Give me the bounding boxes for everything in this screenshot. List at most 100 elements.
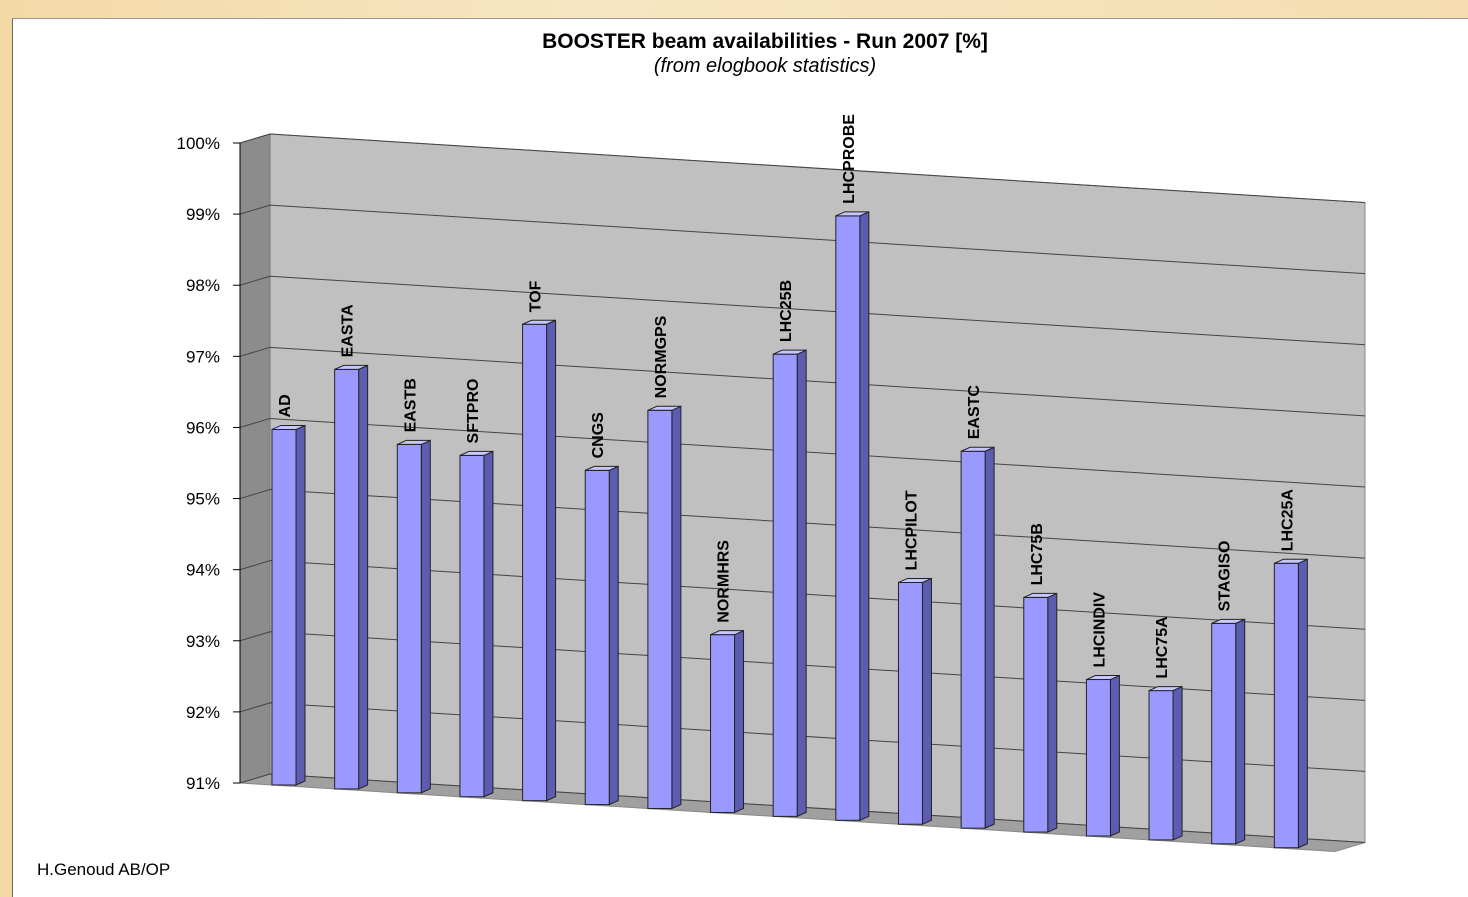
bar-side bbox=[358, 364, 369, 790]
bar-lhcpilot bbox=[897, 577, 932, 825]
y-tick-label: 97% bbox=[186, 347, 220, 366]
y-tick-label: 99% bbox=[186, 205, 220, 224]
bar-side bbox=[1172, 685, 1183, 841]
y-axis-ticks: 91% 92% 93% 94% 95% 96% 97% 98% 99% 100% bbox=[177, 134, 241, 793]
bar-front bbox=[960, 450, 986, 829]
category-label: LHC75A bbox=[1154, 616, 1171, 679]
bar-tof bbox=[522, 319, 557, 802]
side-wall bbox=[239, 133, 271, 784]
bar-cngs bbox=[584, 465, 619, 806]
category-label: SFTPRO bbox=[465, 379, 482, 444]
category-label: EASTA bbox=[340, 304, 357, 357]
y-tick-label: 92% bbox=[186, 703, 220, 722]
bar-top bbox=[334, 364, 368, 370]
category-label: EASTC bbox=[966, 385, 983, 440]
bar-eastb bbox=[396, 439, 431, 794]
category-label: CNGS bbox=[590, 412, 607, 459]
category-label: LHCPILOT bbox=[903, 490, 920, 570]
bar-front bbox=[897, 581, 923, 825]
category-label: EASTB bbox=[402, 378, 419, 432]
bar-sftpro bbox=[459, 450, 494, 798]
bar-top bbox=[1211, 618, 1245, 624]
bar-side bbox=[1235, 618, 1246, 845]
gridline bbox=[239, 489, 1366, 559]
y-tick-label: 95% bbox=[186, 490, 220, 509]
gridline bbox=[239, 773, 1366, 844]
bar-normgps bbox=[647, 405, 682, 810]
category-label: NORMHRS bbox=[716, 540, 733, 623]
bar-front bbox=[1085, 679, 1111, 837]
bar-top bbox=[271, 424, 306, 430]
bar-side bbox=[1047, 592, 1058, 833]
bar-front bbox=[1273, 562, 1299, 849]
bar-eastc bbox=[960, 446, 995, 829]
category-label: TOF bbox=[528, 280, 545, 312]
bar-front bbox=[459, 454, 485, 798]
bar-top bbox=[459, 450, 494, 456]
footer-author: H.Genoud AB/OP bbox=[37, 860, 171, 879]
bar-front bbox=[334, 368, 360, 790]
bar-side bbox=[859, 211, 870, 822]
bar-side bbox=[483, 450, 494, 798]
bar-side bbox=[295, 424, 306, 786]
bar-lhc75b bbox=[1023, 592, 1058, 833]
chart-subtitle: (from elogbook statistics) bbox=[653, 55, 877, 77]
category-label: AD bbox=[277, 394, 294, 417]
bar-normhrs bbox=[710, 629, 745, 814]
bar-lhc25a bbox=[1273, 558, 1308, 849]
bar-top bbox=[1148, 686, 1183, 692]
gridline bbox=[239, 133, 1366, 204]
bar-side bbox=[671, 405, 682, 810]
y-tick-label: 94% bbox=[186, 561, 220, 580]
bar-front bbox=[584, 469, 610, 806]
bar-side bbox=[608, 465, 619, 806]
bar-top bbox=[585, 465, 619, 471]
bars bbox=[271, 211, 1308, 849]
gridline bbox=[239, 631, 1366, 701]
bar-top bbox=[710, 630, 744, 636]
bar-side bbox=[1297, 558, 1308, 849]
gridline bbox=[239, 275, 1366, 346]
bar-side bbox=[734, 629, 745, 814]
bar-front bbox=[522, 323, 548, 802]
category-labels: AD EASTA EASTB SFTPRO TOF CNGS NORMGPS NORMHRS L… bbox=[277, 114, 1296, 679]
y-tick-label: 93% bbox=[186, 632, 220, 651]
category-label: LHC25B bbox=[778, 280, 795, 342]
bar-top bbox=[1023, 592, 1057, 598]
bar-lhcindiv bbox=[1085, 674, 1120, 837]
bar-side bbox=[796, 349, 807, 818]
category-label: STAGISO bbox=[1217, 541, 1234, 612]
bar-front bbox=[772, 353, 798, 817]
bar-front bbox=[1211, 622, 1237, 845]
bar-top bbox=[397, 439, 431, 445]
gridlines bbox=[239, 133, 1366, 844]
bar-stagiso bbox=[1211, 618, 1246, 845]
bar-top bbox=[1086, 675, 1120, 681]
bar-side bbox=[984, 446, 995, 829]
y-tick-label: 91% bbox=[186, 774, 220, 793]
back-wall bbox=[269, 133, 1366, 844]
gridline bbox=[239, 346, 1366, 417]
bar-side bbox=[420, 439, 431, 794]
bar-ad bbox=[271, 424, 306, 786]
category-label: LHC25A bbox=[1279, 489, 1296, 552]
y-tick-label: 96% bbox=[186, 418, 220, 437]
gridline bbox=[239, 204, 1366, 275]
bar-top bbox=[1274, 558, 1308, 564]
bar-top bbox=[835, 211, 870, 217]
bar-top bbox=[898, 577, 932, 583]
bar-front bbox=[710, 634, 736, 813]
gridline bbox=[239, 417, 1366, 488]
bar-easta bbox=[334, 364, 369, 790]
bar-side bbox=[1109, 674, 1120, 837]
y-tick-label: 100% bbox=[177, 134, 220, 153]
bar-top bbox=[522, 319, 556, 325]
category-label: LHCPROBE bbox=[841, 114, 858, 204]
bar-front bbox=[1148, 690, 1174, 841]
chart-title-block: BOOSTER beam availabilities - Run 2007 [… bbox=[0, 30, 1468, 78]
bar-side bbox=[921, 577, 932, 825]
bar-top bbox=[772, 349, 807, 355]
bar-front bbox=[647, 409, 673, 810]
bar-front bbox=[835, 215, 861, 821]
